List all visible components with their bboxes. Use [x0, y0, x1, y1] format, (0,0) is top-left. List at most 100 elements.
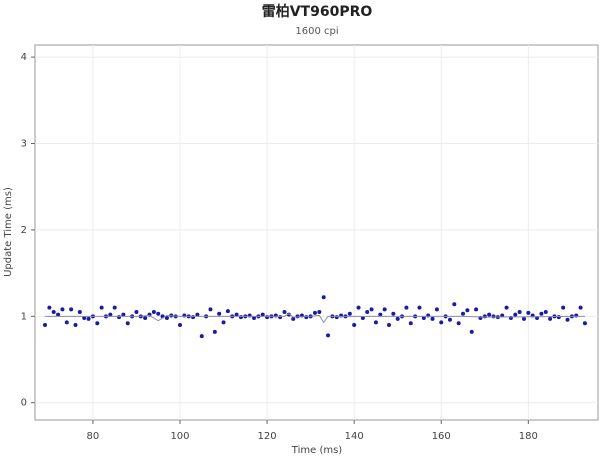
point: [217, 311, 222, 316]
line: [45, 313, 585, 324]
point: [260, 312, 265, 317]
point: [112, 305, 117, 310]
point: [286, 312, 291, 317]
point: [474, 307, 479, 312]
x-tick-label: 80: [87, 431, 100, 442]
point: [225, 309, 230, 314]
point: [282, 309, 287, 314]
point: [321, 295, 326, 300]
point: [156, 311, 161, 316]
point: [43, 322, 48, 327]
y-tick-label: 0: [21, 398, 27, 409]
point: [164, 316, 169, 321]
point: [574, 313, 579, 318]
point: [252, 316, 257, 321]
point: [491, 314, 496, 319]
point: [312, 310, 317, 315]
y-tick-label: 1: [21, 311, 27, 322]
point: [365, 309, 370, 314]
x-tick-label: 100: [170, 431, 189, 442]
point: [304, 315, 309, 320]
point: [521, 316, 526, 321]
point: [369, 307, 374, 312]
point: [134, 309, 139, 314]
point: [465, 308, 470, 313]
chart-subtitle: 1600 cpi: [295, 26, 338, 37]
point: [151, 309, 156, 314]
point: [291, 316, 296, 321]
point: [339, 313, 344, 318]
plot-frame: [34, 44, 599, 421]
y-axis-label: Update Time (ms): [3, 187, 14, 277]
point: [356, 305, 361, 310]
point: [143, 316, 148, 321]
point: [47, 305, 52, 310]
x-tick-label: 120: [258, 431, 277, 442]
y-tick-label: 4: [21, 52, 27, 63]
point: [565, 317, 570, 322]
point: [408, 321, 413, 326]
point: [469, 329, 474, 334]
point: [556, 315, 561, 320]
point: [82, 316, 87, 321]
point: [95, 321, 100, 326]
x-axis-label: Time (ms): [291, 445, 343, 456]
point: [404, 305, 409, 310]
point: [69, 307, 74, 312]
point: [426, 313, 431, 318]
point: [221, 320, 226, 325]
point: [234, 312, 239, 317]
point: [500, 313, 505, 318]
x-tick-label: 140: [345, 431, 364, 442]
point: [561, 305, 566, 310]
point: [347, 311, 352, 316]
point: [125, 321, 130, 326]
point: [461, 311, 466, 316]
point: [60, 307, 65, 312]
point: [51, 309, 56, 314]
point: [352, 322, 357, 327]
point: [278, 315, 283, 320]
point: [108, 312, 113, 317]
point: [326, 333, 331, 338]
point: [447, 317, 452, 322]
point: [334, 315, 339, 320]
point: [64, 320, 69, 325]
point: [421, 316, 426, 321]
point: [273, 313, 278, 318]
point: [177, 322, 182, 327]
point: [452, 302, 457, 307]
y-tick-label: 2: [21, 225, 27, 236]
y-tick-label: 3: [21, 139, 27, 150]
point: [386, 322, 391, 327]
point: [526, 310, 531, 315]
point: [238, 315, 243, 320]
point: [487, 312, 492, 317]
point: [504, 305, 509, 310]
point: [86, 316, 91, 321]
point: [265, 315, 270, 320]
point: [195, 312, 200, 317]
point: [73, 322, 78, 327]
point: [439, 320, 444, 325]
point: [56, 312, 61, 317]
point: [199, 334, 204, 339]
point: [548, 316, 553, 321]
point: [99, 305, 104, 310]
point: [117, 315, 122, 320]
point: [77, 309, 82, 314]
point: [482, 314, 487, 319]
point: [191, 315, 196, 320]
point: [395, 316, 400, 321]
point: [417, 305, 422, 310]
point: [208, 307, 213, 312]
point: [578, 305, 583, 310]
point: [456, 321, 461, 326]
point: [373, 320, 378, 325]
point: [513, 312, 518, 317]
x-tick-label: 180: [519, 431, 538, 442]
point: [378, 312, 383, 317]
x-tick-label: 160: [432, 431, 451, 442]
point: [539, 311, 544, 316]
